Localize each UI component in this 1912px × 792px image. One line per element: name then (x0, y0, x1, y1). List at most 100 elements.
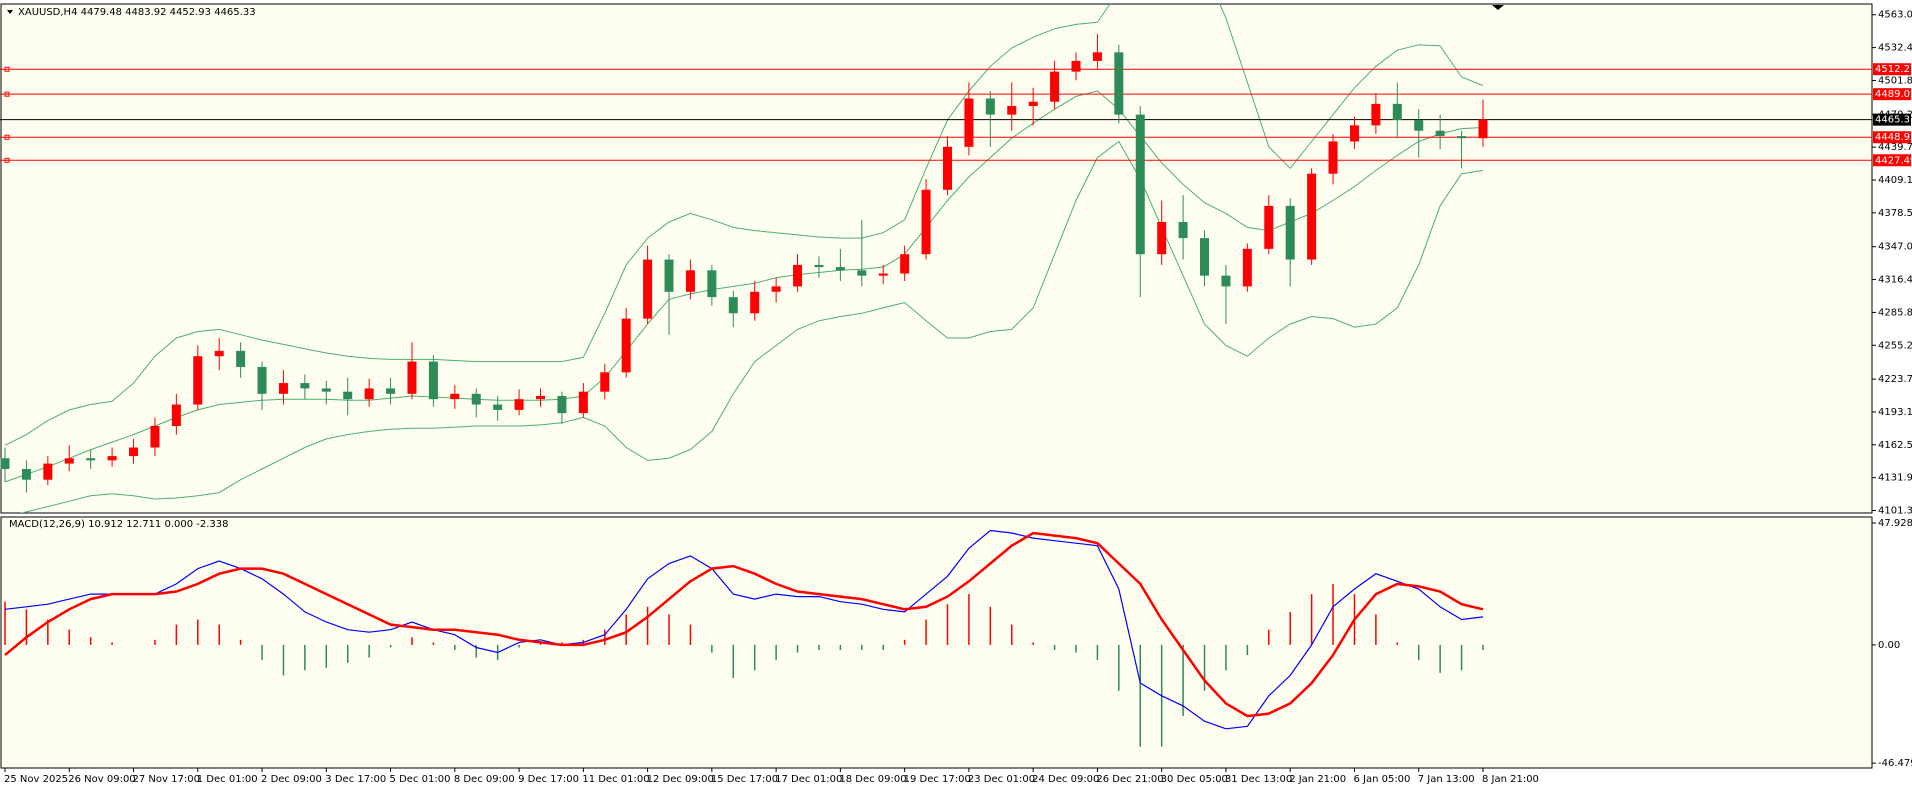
candle-body (278, 383, 288, 394)
macd-line (4, 529, 1484, 730)
band-middle (4, 90, 1484, 483)
y-tick-label: 4532.40 (1878, 43, 1912, 54)
x-tick-label: 18 Dec 09:00 (839, 774, 906, 785)
candle-body (493, 404, 503, 410)
y-tick-label: 4255.20 (1878, 340, 1912, 351)
candle-body (343, 391, 353, 400)
title-marker (7, 10, 13, 14)
candle-body (621, 318, 631, 373)
candle-body (1264, 205, 1274, 249)
candle-body (1028, 101, 1038, 107)
level-label: 4512.27 (1875, 64, 1912, 75)
candle-body (685, 270, 695, 292)
candle-body (835, 267, 845, 271)
x-tick-label: 25 Nov 2025 (4, 774, 68, 785)
candle-body (64, 458, 74, 464)
y-tick-label: 4193.10 (1878, 407, 1912, 418)
band-upper (4, 4, 1484, 446)
candle-body (21, 468, 31, 480)
y-tick-label: 47.928 (1878, 518, 1912, 529)
level-label: 4448.92 (1875, 132, 1912, 143)
candle-body (129, 447, 139, 457)
x-tick-label: 12 Dec 09:00 (647, 774, 714, 785)
candle-body (664, 259, 674, 292)
candle-body (1307, 173, 1317, 260)
y-tick-label: 4162.50 (1878, 440, 1912, 451)
candle-body (1392, 103, 1402, 120)
candle-body (1242, 248, 1252, 287)
candle-body (1435, 130, 1445, 137)
candle-body (750, 291, 760, 314)
y-tick-label: 4223.70 (1878, 374, 1912, 385)
x-tick-label: 1 Dec 01:00 (197, 774, 258, 785)
candle-body (942, 146, 952, 190)
x-tick-label: 8 Jan 21:00 (1482, 774, 1539, 785)
candle-body (1178, 221, 1188, 239)
candle-body (1349, 125, 1359, 142)
candle-body (407, 361, 417, 394)
y-tick-label: 0.00 (1878, 640, 1900, 651)
level-marker (4, 91, 10, 97)
y-tick-label: 4101.30 (1878, 506, 1912, 517)
level-label: 4489.02 (1875, 89, 1912, 100)
candle-body (86, 458, 96, 461)
y-tick-label: 4563.00 (1878, 10, 1912, 21)
price-plot (0, 4, 1872, 513)
candle-body (236, 350, 246, 367)
candle-body (900, 254, 910, 274)
candle-body (1135, 114, 1145, 255)
axes: 4563.004532.404501.804470.204439.704409.… (4, 10, 1912, 785)
level-label-box (1873, 88, 1911, 101)
y-tick-label: 4316.40 (1878, 275, 1912, 286)
x-tick-label: 23 Dec 01:00 (968, 774, 1035, 785)
candle-body (921, 189, 931, 255)
candle-body (1071, 60, 1081, 72)
macd-panel (0, 516, 1873, 769)
x-tick-label: 30 Dec 05:00 (1161, 774, 1228, 785)
candle-body (1114, 52, 1124, 115)
candle-body (857, 270, 867, 276)
x-tick-label: 19 Dec 17:00 (904, 774, 971, 785)
candle-body (1457, 136, 1467, 139)
candle-body (43, 463, 53, 480)
candle-body (1414, 119, 1424, 131)
signal-line (4, 531, 1484, 718)
x-tick-label: 26 Nov 09:00 (68, 774, 135, 785)
x-tick-label: 31 Dec 13:00 (1225, 774, 1292, 785)
candle-body (0, 458, 10, 469)
candle-body (707, 270, 717, 298)
y-tick-label: 4347.00 (1878, 242, 1912, 253)
y-tick-label: 4378.50 (1878, 208, 1912, 219)
candle-body (386, 388, 396, 394)
candle-body (150, 426, 160, 448)
level-label-box (1873, 154, 1911, 167)
candle-body (793, 264, 803, 287)
level-label-box (1873, 131, 1911, 144)
candle-body (578, 391, 588, 414)
candle-body (600, 372, 610, 392)
candle-body (643, 259, 653, 319)
x-tick-label: 2 Dec 09:00 (261, 774, 322, 785)
candle-body (171, 404, 181, 427)
y-tick-label: 4131.90 (1878, 473, 1912, 484)
candle-body (771, 286, 781, 292)
candle-body (257, 366, 267, 394)
price-panel (0, 3, 1873, 514)
candle-body (1221, 275, 1231, 287)
x-tick-label: 15 Dec 17:00 (711, 774, 778, 785)
x-tick-label: 26 Dec 21:00 (1096, 774, 1163, 785)
price-label-box (1873, 113, 1911, 126)
y-tick-label: 4285.80 (1878, 307, 1912, 318)
level-marker (4, 66, 10, 72)
candle-body (1478, 119, 1488, 139)
macd-title: MACD(12,26,9) 10.912 12.711 0.000 -2.338 (9, 519, 229, 530)
level-marker (4, 134, 10, 140)
candle-body (450, 393, 460, 400)
price-label: 4465.33 (1875, 115, 1912, 126)
candle-body (193, 356, 203, 405)
candle-body (557, 395, 567, 414)
candle-body (364, 388, 374, 400)
x-tick-label: 27 Nov 17:00 (133, 774, 200, 785)
